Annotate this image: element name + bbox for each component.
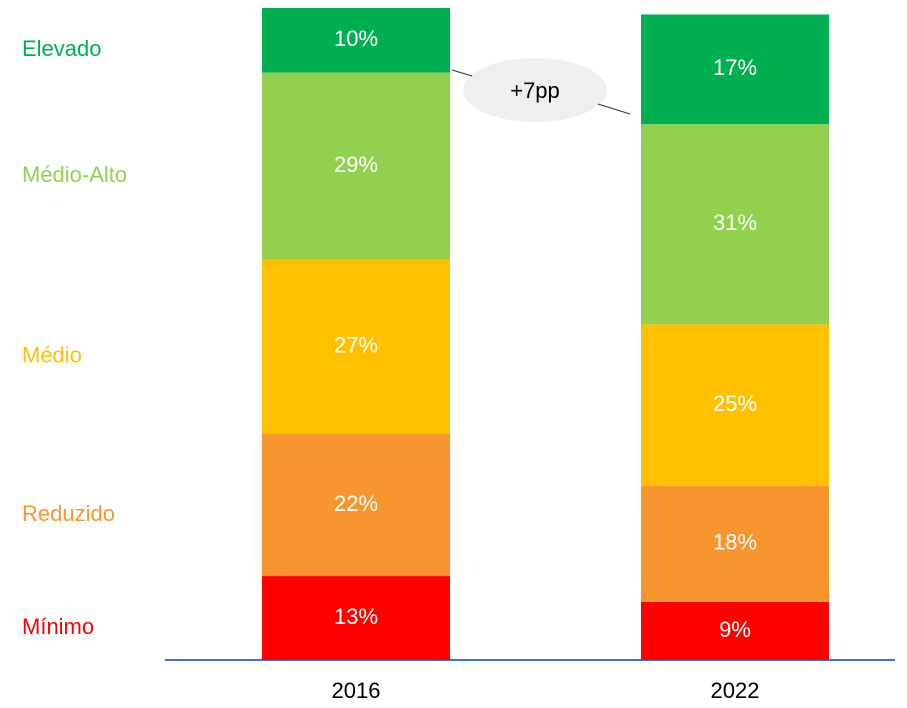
data-label: 17% [713, 55, 757, 80]
bar-segment [641, 324, 829, 486]
data-label: 25% [713, 391, 757, 416]
bar-segment [641, 14, 829, 125]
data-label: 27% [334, 333, 378, 358]
bar-segment [262, 576, 450, 660]
annotation-bubble [463, 58, 607, 122]
data-label: 13% [334, 604, 378, 629]
annotation: +7pp [510, 78, 560, 103]
bar-segment [262, 434, 450, 577]
legend-label: Elevado [22, 36, 102, 61]
annotation-connector [451, 69, 473, 77]
x-tick-label: 2016 [332, 678, 381, 703]
data-label: 9% [719, 617, 751, 642]
bar-segment [641, 124, 829, 325]
data-label: 22% [334, 491, 378, 516]
bar-segment [641, 485, 829, 602]
bar-segment [262, 259, 450, 435]
annotation-connector [597, 103, 631, 115]
data-label: 18% [713, 530, 757, 555]
data-label: 29% [334, 152, 378, 177]
bar-segment [262, 8, 450, 73]
legend-label: Médio-Alto [22, 162, 127, 187]
bar-segment [641, 601, 829, 660]
legend-label: Mínimo [22, 614, 94, 639]
x-tick-label: 2022 [711, 678, 760, 703]
bar-segment [262, 72, 450, 260]
data-label: 10% [334, 26, 378, 51]
legend-label: Reduzido [22, 501, 115, 526]
legend-label: Médio [22, 343, 82, 368]
data-label: 31% [713, 210, 757, 235]
